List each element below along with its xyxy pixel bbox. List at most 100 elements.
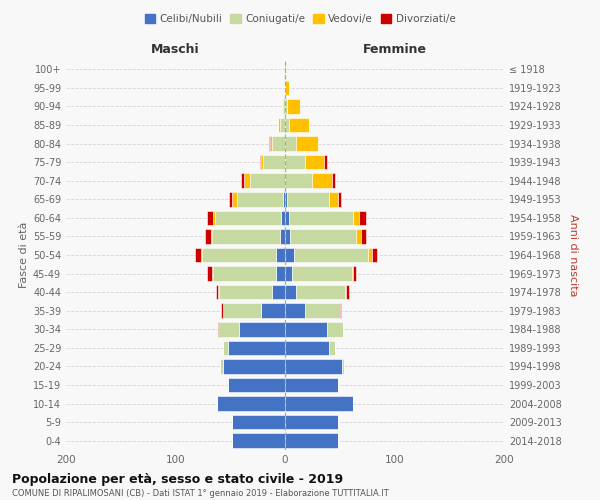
Bar <box>285 210 289 225</box>
Text: Maschi: Maschi <box>151 44 200 57</box>
Bar <box>207 210 213 225</box>
Bar <box>285 434 338 448</box>
Bar <box>296 136 318 151</box>
Y-axis label: Fasce di età: Fasce di età <box>19 222 29 288</box>
Bar <box>282 99 283 114</box>
Bar <box>212 266 213 281</box>
Bar <box>340 304 341 318</box>
Legend: Celibi/Nubili, Coniugati/e, Vedovi/e, Divorziati/e: Celibi/Nubili, Coniugati/e, Vedovi/e, Di… <box>140 10 460 29</box>
Bar <box>260 155 261 170</box>
Bar <box>338 192 341 206</box>
Bar <box>342 359 344 374</box>
Bar <box>283 99 285 114</box>
Bar <box>216 285 218 300</box>
Bar <box>326 322 343 336</box>
Bar <box>285 285 296 300</box>
Bar <box>232 192 237 206</box>
Bar <box>263 155 285 170</box>
Bar <box>276 248 285 262</box>
Bar <box>239 322 285 336</box>
Bar <box>283 192 285 206</box>
Bar <box>205 229 211 244</box>
Bar <box>285 136 296 151</box>
Bar <box>221 304 223 318</box>
Bar <box>280 229 285 244</box>
Bar <box>285 304 305 318</box>
Bar <box>325 155 326 170</box>
Bar <box>228 378 285 392</box>
Bar <box>217 396 285 411</box>
Bar <box>356 229 361 244</box>
Bar <box>220 322 239 336</box>
Bar <box>223 359 285 374</box>
Bar <box>313 174 332 188</box>
Bar <box>220 285 272 300</box>
Bar <box>285 359 342 374</box>
Bar <box>285 248 294 262</box>
Bar <box>361 229 366 244</box>
Bar <box>284 80 285 95</box>
Bar <box>353 210 359 225</box>
Bar <box>285 99 287 114</box>
Bar <box>269 136 272 151</box>
Bar <box>371 248 377 262</box>
Bar <box>237 192 283 206</box>
Bar <box>285 415 338 430</box>
Bar <box>285 155 305 170</box>
Bar <box>289 210 353 225</box>
Y-axis label: Anni di nascita: Anni di nascita <box>568 214 578 296</box>
Bar <box>368 248 371 262</box>
Bar <box>353 266 356 281</box>
Text: Femmine: Femmine <box>362 44 427 57</box>
Bar <box>207 266 212 281</box>
Bar <box>229 192 232 206</box>
Bar <box>250 174 285 188</box>
Bar <box>332 174 335 188</box>
Bar <box>223 340 228 355</box>
Bar <box>232 415 285 430</box>
Bar <box>213 210 215 225</box>
Bar <box>346 285 349 300</box>
Bar <box>285 322 326 336</box>
Bar <box>285 266 292 281</box>
Bar <box>285 396 353 411</box>
Bar <box>218 322 220 336</box>
Bar <box>195 248 200 262</box>
Bar <box>290 229 356 244</box>
Bar <box>211 229 212 244</box>
Bar <box>296 285 345 300</box>
Bar <box>244 174 250 188</box>
Bar <box>213 266 276 281</box>
Bar <box>285 80 289 95</box>
Bar <box>305 155 325 170</box>
Bar <box>228 340 285 355</box>
Bar <box>285 62 286 76</box>
Bar <box>215 210 281 225</box>
Bar <box>280 118 285 132</box>
Bar <box>261 155 263 170</box>
Bar <box>276 266 285 281</box>
Bar <box>287 99 301 114</box>
Bar <box>202 248 276 262</box>
Bar <box>285 192 287 206</box>
Bar <box>329 340 335 355</box>
Bar <box>281 210 285 225</box>
Bar <box>294 248 368 262</box>
Bar <box>200 248 202 262</box>
Bar <box>345 285 346 300</box>
Bar <box>352 266 353 281</box>
Bar <box>285 340 329 355</box>
Bar <box>261 304 285 318</box>
Bar <box>287 192 329 206</box>
Bar <box>272 285 285 300</box>
Bar <box>232 434 285 448</box>
Bar <box>212 229 280 244</box>
Bar <box>292 266 352 281</box>
Bar <box>305 304 340 318</box>
Bar <box>285 118 289 132</box>
Bar <box>285 174 313 188</box>
Text: Popolazione per età, sesso e stato civile - 2019: Popolazione per età, sesso e stato civil… <box>12 472 343 486</box>
Text: COMUNE DI RIPALIMOSANI (CB) - Dati ISTAT 1° gennaio 2019 - Elaborazione TUTTITAL: COMUNE DI RIPALIMOSANI (CB) - Dati ISTAT… <box>12 489 389 498</box>
Bar <box>285 229 290 244</box>
Bar <box>329 192 338 206</box>
